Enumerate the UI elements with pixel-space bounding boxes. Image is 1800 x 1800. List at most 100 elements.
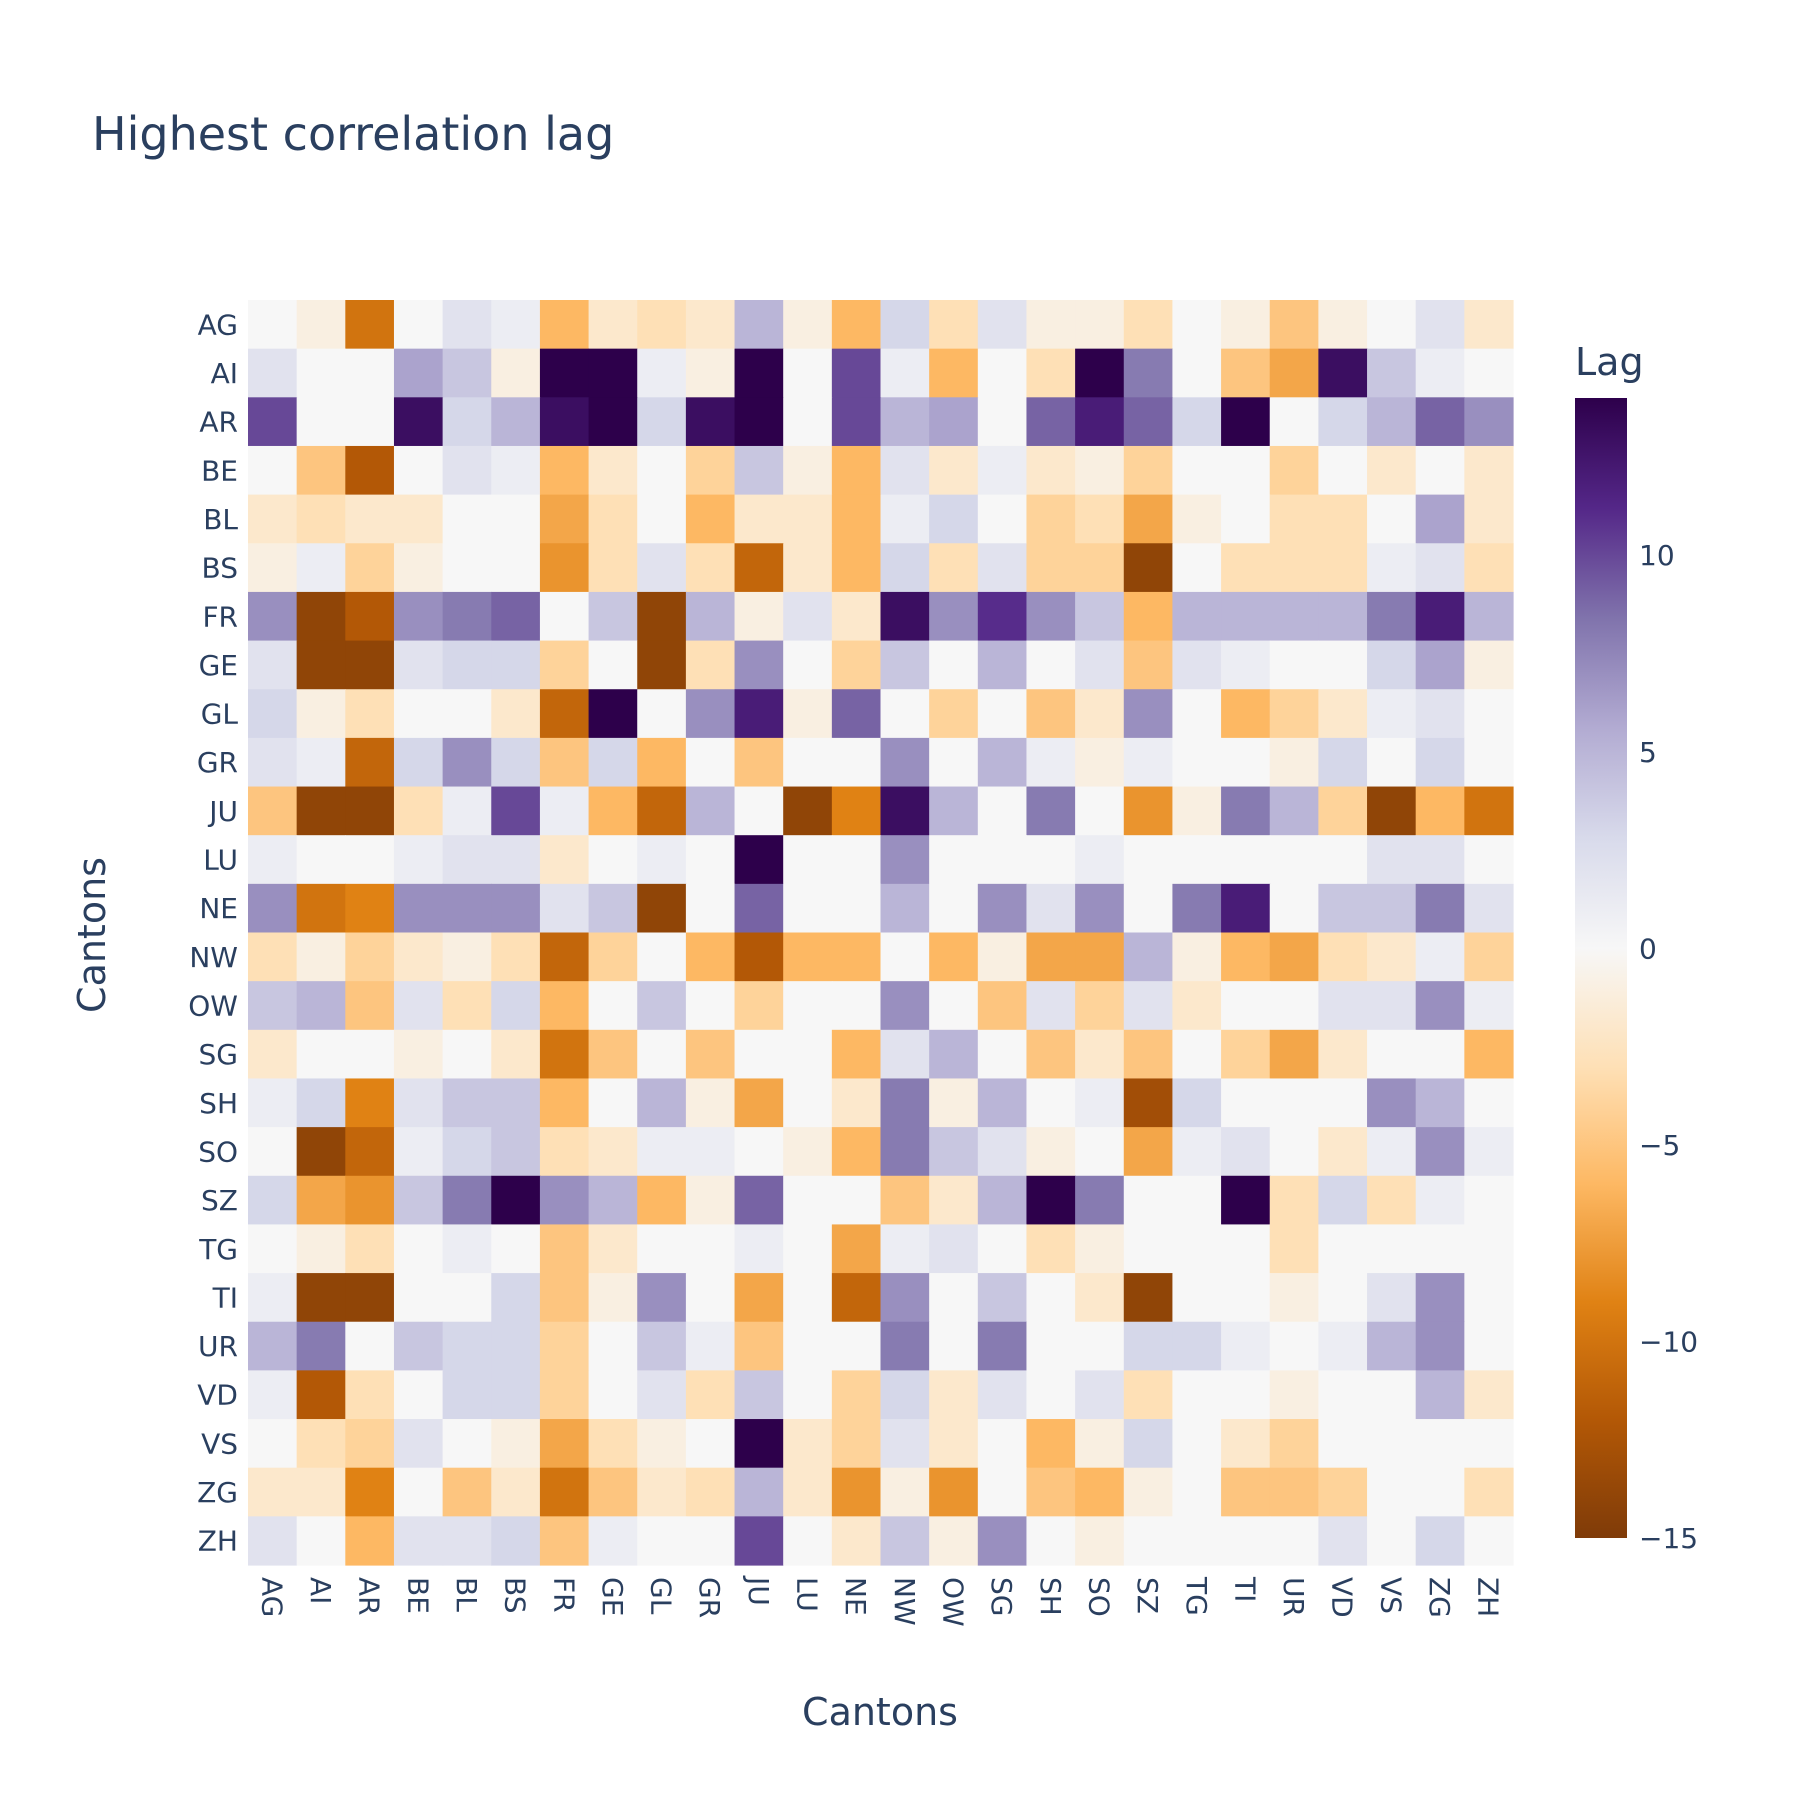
heatmap-cell-UR-SH xyxy=(1026,1321,1076,1371)
heatmap-cell-LU-SG xyxy=(977,835,1028,885)
heatmap-cell-NW-JU xyxy=(734,932,784,982)
heatmap-cell-FR-AI xyxy=(296,591,346,642)
heatmap-cell-BS-GE xyxy=(588,543,638,593)
heatmap-cell-FR-NW xyxy=(880,591,930,642)
heatmap-cell-JU-GL xyxy=(637,786,687,836)
heatmap-cell-VD-JU xyxy=(734,1370,784,1420)
y-tick-label: VS xyxy=(201,1427,238,1460)
y-tick-label: ZG xyxy=(197,1476,238,1509)
heatmap-cell-VS-BS xyxy=(491,1419,541,1469)
heatmap-cell-NE-GE xyxy=(588,883,638,934)
heatmap-cell-GR-GE xyxy=(588,737,638,788)
x-tick-label: VS xyxy=(1374,1577,1407,1614)
heatmap-cell-SO-NW xyxy=(880,1127,930,1177)
heatmap-cell-JU-SG xyxy=(977,786,1028,836)
heatmap-cell-TI-NE xyxy=(831,1273,882,1323)
heatmap-cell-SG-NW xyxy=(880,1029,930,1080)
heatmap-cell-UR-TG xyxy=(1172,1321,1222,1371)
heatmap-cell-BE-GL xyxy=(637,445,687,496)
heatmap-cell-SH-NW xyxy=(880,1078,930,1128)
heatmap-cell-SO-JU xyxy=(734,1127,784,1177)
heatmap-cell-NE-AI xyxy=(296,883,346,934)
heatmap-cell-GR-BE xyxy=(393,737,444,788)
y-tick-label: SH xyxy=(199,1087,238,1120)
heatmap-cell-TG-SG xyxy=(977,1224,1028,1274)
heatmap-cell-VS-NW xyxy=(880,1419,930,1469)
heatmap-cell-JU-BL xyxy=(442,786,492,836)
heatmap-cell-AI-FR xyxy=(539,348,590,398)
heatmap-cell-ZG-BS xyxy=(491,1467,541,1517)
heatmap-cell-BS-NW xyxy=(880,543,930,593)
heatmap-cell-ZH-BE xyxy=(393,1516,444,1566)
heatmap-cell-VS-NE xyxy=(831,1419,882,1469)
heatmap-cell-TG-UR xyxy=(1269,1224,1319,1274)
heatmap-cell-OW-OW xyxy=(929,981,979,1031)
heatmap-cell-LU-AR xyxy=(345,835,395,885)
heatmap-cell-UR-LU xyxy=(783,1321,833,1371)
heatmap-cell-SH-GL xyxy=(637,1078,687,1128)
heatmap-cell-AR-TI xyxy=(1221,397,1271,447)
heatmap-cell-GR-SH xyxy=(1026,737,1076,788)
heatmap-cell-NW-GL xyxy=(637,932,687,982)
heatmap-cell-LU-BL xyxy=(442,835,492,885)
heatmap-cell-VD-NW xyxy=(880,1370,930,1420)
heatmap-cell-SZ-TI xyxy=(1221,1175,1271,1226)
heatmap-cell-AG-BE xyxy=(393,300,444,350)
heatmap-cell-AG-SH xyxy=(1026,300,1076,350)
heatmap-cell-SZ-AR xyxy=(345,1175,395,1226)
heatmap-cell-TG-AG xyxy=(248,1224,298,1274)
heatmap-cell-NW-BL xyxy=(442,932,492,982)
heatmap-cell-BS-UR xyxy=(1269,543,1319,593)
heatmap-cell-JU-UR xyxy=(1269,786,1319,836)
heatmap-cell-BE-SH xyxy=(1026,445,1076,496)
heatmap-cell-OW-FR xyxy=(539,981,590,1031)
heatmap-cell-AR-NW xyxy=(880,397,930,447)
heatmap-cell-GE-SO xyxy=(1075,640,1125,690)
heatmap-cell-VS-SO xyxy=(1075,1419,1125,1469)
heatmap-cell-ZG-BE xyxy=(393,1467,444,1517)
heatmap-cell-NE-SG xyxy=(977,883,1028,934)
heatmap-cell-FR-UR xyxy=(1269,591,1319,642)
heatmap-cell-AG-GE xyxy=(588,300,638,350)
heatmap-cell-FR-SO xyxy=(1075,591,1125,642)
heatmap-cell-AI-SZ xyxy=(1123,348,1174,398)
heatmap-cell-SH-JU xyxy=(734,1078,784,1128)
heatmap-cell-JU-AR xyxy=(345,786,395,836)
heatmap-cell-AI-UR xyxy=(1269,348,1319,398)
heatmap-cell-SH-ZG xyxy=(1415,1078,1465,1128)
heatmap-cell-AG-ZG xyxy=(1415,300,1465,350)
heatmap-cell-ZG-TI xyxy=(1221,1467,1271,1517)
heatmap-cell-OW-ZH xyxy=(1464,981,1514,1031)
heatmap-cell-BL-OW xyxy=(929,494,979,544)
heatmap-cell-BL-JU xyxy=(734,494,784,544)
heatmap-cell-VD-TG xyxy=(1172,1370,1222,1420)
heatmap-cell-NW-ZG xyxy=(1415,932,1465,982)
x-tick-label: BL xyxy=(450,1577,483,1612)
heatmap-cell-SZ-NW xyxy=(880,1175,930,1226)
heatmap-cell-BS-GL xyxy=(637,543,687,593)
heatmap-cell-LU-ZH xyxy=(1464,835,1514,885)
heatmap-cell-NW-NE xyxy=(831,932,882,982)
heatmap-cell-JU-JU xyxy=(734,786,784,836)
heatmap-cell-SO-BS xyxy=(491,1127,541,1177)
heatmap-cell-BE-NE xyxy=(831,445,882,496)
heatmap-cell-UR-TI xyxy=(1221,1321,1271,1371)
heatmap-cell-LU-AI xyxy=(296,835,346,885)
heatmap-cell-ZG-NE xyxy=(831,1467,882,1517)
heatmap-cell-FR-SZ xyxy=(1123,591,1174,642)
heatmap-cell-AI-OW xyxy=(929,348,979,398)
heatmap-cell-SO-AI xyxy=(296,1127,346,1177)
heatmap-cell-LU-BE xyxy=(393,835,444,885)
y-axis-title: Cantons xyxy=(70,857,114,1013)
heatmap-cell-SZ-VS xyxy=(1367,1175,1417,1226)
heatmap-cell-AR-GL xyxy=(637,397,687,447)
heatmap-cell-ZG-VS xyxy=(1367,1467,1417,1517)
heatmap-cell-AG-JU xyxy=(734,300,784,350)
heatmap-cell-BE-LU xyxy=(783,445,833,496)
heatmap-cell-GL-BL xyxy=(442,689,492,739)
heatmap-cell-BL-TG xyxy=(1172,494,1222,544)
heatmap-cell-AG-AG xyxy=(248,300,298,350)
heatmap-cell-GL-AI xyxy=(296,689,346,739)
heatmap-cell-GL-FR xyxy=(539,689,590,739)
heatmap-cell-JU-AI xyxy=(296,786,346,836)
